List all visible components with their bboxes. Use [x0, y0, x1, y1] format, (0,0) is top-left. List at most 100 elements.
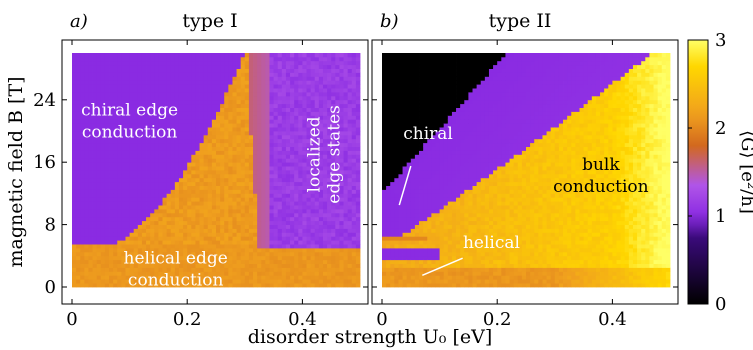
heatmap-cell: [84, 56, 89, 62]
heatmap-cell: [113, 76, 118, 81]
heatmap-cell: [162, 111, 168, 116]
heatmap-cell: [269, 170, 274, 175]
heatmap-cell: [92, 209, 98, 214]
heatmap-cell: [253, 88, 258, 93]
heatmap-cell: [228, 95, 233, 101]
heatmap-cell: [355, 103, 361, 108]
heatmap-cell: [398, 138, 403, 144]
heatmap-cell: [166, 240, 172, 245]
heatmap-cell: [96, 216, 102, 222]
heatmap-cell: [419, 76, 424, 81]
heatmap-cell: [310, 146, 316, 151]
heatmap-cell: [427, 205, 432, 210]
heatmap-cell: [125, 154, 130, 159]
heatmap-cell: [351, 255, 357, 261]
heatmap-cell: [273, 267, 279, 272]
heatmap-cell: [277, 240, 283, 245]
heatmap-cell: [327, 248, 332, 253]
heatmap-cell: [410, 158, 416, 163]
heatmap-cell: [347, 127, 353, 132]
heatmap-cell: [277, 251, 283, 257]
heatmap-cell: [187, 228, 192, 233]
heatmap-cell: [423, 263, 428, 268]
heatmap-cell: [277, 64, 283, 69]
heatmap-cell: [427, 88, 432, 93]
heatmap-cell: [191, 68, 196, 73]
heatmap-cell: [273, 197, 279, 202]
heatmap-cell: [290, 80, 295, 85]
heatmap-cell: [121, 173, 126, 179]
heatmap-cell: [158, 68, 163, 73]
heatmap-cell: [285, 177, 291, 183]
heatmap-cell: [402, 123, 408, 128]
heatmap-cell: [269, 228, 274, 233]
heatmap-cell: [327, 224, 332, 229]
heatmap-cell: [121, 80, 126, 85]
heatmap-cell: [137, 84, 143, 89]
heatmap-cell: [141, 185, 147, 190]
heatmap-cell: [331, 53, 336, 58]
heatmap-cell: [162, 201, 168, 206]
heatmap-cell: [199, 72, 205, 77]
heatmap-cell: [419, 115, 424, 120]
heatmap-cell: [351, 271, 357, 276]
heatmap-cell: [216, 244, 221, 249]
heatmap-cell: [224, 275, 229, 280]
heatmap-cell: [166, 251, 172, 257]
heatmap-cell: [195, 111, 200, 116]
heatmap-cell: [117, 248, 122, 253]
heatmap-cell: [281, 283, 287, 288]
heatmap-cell: [431, 251, 436, 257]
heatmap-cell: [331, 189, 336, 194]
heatmap-cell: [310, 283, 316, 288]
heatmap-cell: [199, 212, 205, 218]
heatmap-cell: [339, 88, 344, 93]
heatmap-cell: [183, 248, 188, 253]
heatmap-cell: [84, 131, 89, 136]
heatmap-cell: [269, 271, 274, 276]
heatmap-cell: [129, 123, 135, 128]
heatmap-cell: [72, 177, 77, 183]
heatmap-cell: [96, 279, 102, 284]
heatmap-cell: [298, 92, 303, 97]
heatmap-cell: [232, 115, 237, 120]
heatmap-cell: [398, 111, 403, 116]
heatmap-cell: [104, 84, 110, 89]
heatmap-cell: [427, 72, 432, 77]
heatmap-cell: [154, 134, 159, 140]
heatmap-cell: [170, 123, 176, 128]
heatmap-cell: [427, 236, 432, 241]
heatmap-cell: [76, 197, 81, 202]
heatmap-cell: [170, 166, 176, 171]
heatmap-cell: [150, 228, 155, 233]
heatmap-cell: [318, 240, 324, 245]
heatmap-cell: [191, 103, 196, 108]
heatmap-cell: [96, 189, 102, 194]
y-tick-label: 16: [33, 152, 56, 173]
heatmap-cell: [394, 170, 399, 175]
heatmap-cell: [228, 251, 233, 257]
heatmap-cell: [104, 197, 110, 202]
heatmap-cell: [84, 123, 89, 128]
heatmap-cell: [240, 115, 246, 120]
heatmap-cell: [310, 134, 316, 140]
heatmap-cell: [390, 76, 395, 81]
heatmap-cell: [137, 115, 143, 120]
heatmap-cell: [419, 64, 424, 69]
heatmap-cell: [277, 56, 283, 62]
heatmap-cell: [109, 185, 114, 190]
heatmap-cell: [244, 189, 250, 194]
heatmap-cell: [419, 275, 424, 280]
heatmap-cell: [133, 162, 139, 167]
heatmap-cell: [347, 115, 353, 120]
heatmap-cell: [285, 193, 291, 198]
heatmap-cell: [207, 216, 213, 222]
heatmap-cell: [125, 212, 130, 218]
heatmap-cell: [294, 271, 299, 276]
heatmap-cell: [216, 131, 221, 136]
heatmap-cell: [170, 185, 176, 190]
heatmap-cell: [207, 103, 213, 108]
heatmap-cell: [141, 138, 147, 144]
heatmap-cell: [195, 123, 200, 128]
heatmap-cell: [183, 255, 188, 261]
